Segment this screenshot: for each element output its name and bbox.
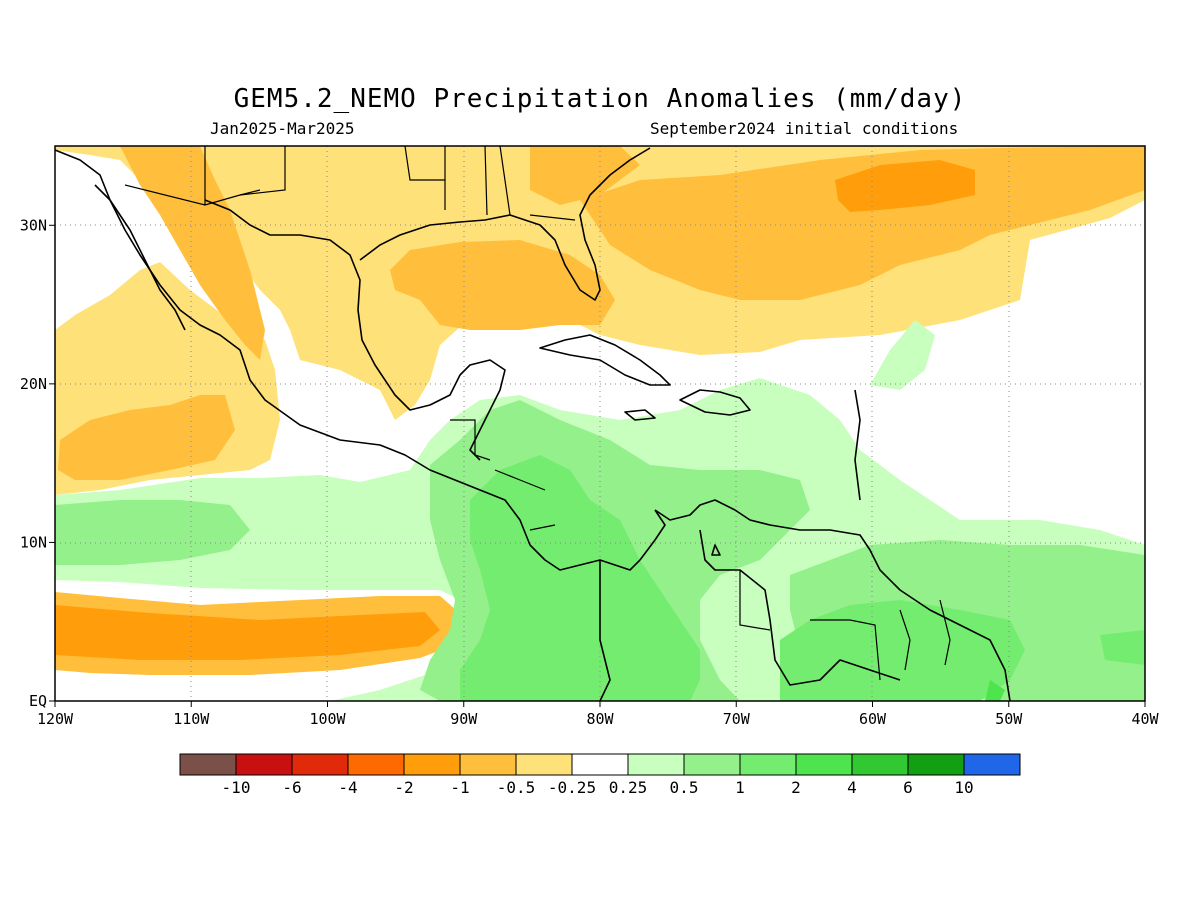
colorbar-label: 0.5 xyxy=(670,778,699,797)
colorbar-label: 0.25 xyxy=(609,778,648,797)
dry-region-equatorial-core xyxy=(55,605,440,660)
wet-region-core xyxy=(460,455,700,701)
lon-tick-label: 110W xyxy=(173,710,210,728)
colorbar-swatch xyxy=(291,753,349,776)
colorbar-label: -6 xyxy=(282,778,301,797)
colorbar-swatch xyxy=(795,753,853,776)
dry-region-mexico-w xyxy=(120,146,265,360)
colorbar-label: -1 xyxy=(450,778,469,797)
colorbar-swatch xyxy=(907,753,965,776)
lat-tick-label: 10N xyxy=(20,533,47,551)
wet-region-medium-w xyxy=(55,500,250,565)
wet-region-light-ne xyxy=(870,320,935,390)
wet-region-core-far-e xyxy=(1100,630,1145,665)
lon-tick-label: 50W xyxy=(995,710,1023,728)
coastlines xyxy=(55,147,1011,701)
lon-tick-label: 70W xyxy=(723,710,751,728)
wet-region-strong xyxy=(985,680,1005,701)
colorbar-label: 2 xyxy=(791,778,801,797)
lat-tick-label: 20N xyxy=(20,375,47,393)
colorbar-label: 6 xyxy=(903,778,913,797)
lat-tick-label: 30N xyxy=(20,216,47,234)
colorbar-label: 1 xyxy=(735,778,745,797)
dry-region-atlantic-core xyxy=(835,160,975,212)
colorbar-swatch xyxy=(235,753,293,776)
colorbar-label: 4 xyxy=(847,778,857,797)
political-borders xyxy=(124,146,951,681)
map-title: GEM5.2_NEMO Precipitation Anomalies (mm/… xyxy=(233,84,967,114)
colorbar-swatch xyxy=(739,753,797,776)
lon-tick-label: 60W xyxy=(859,710,887,728)
shading-layer xyxy=(55,146,1145,701)
colorbar-label: -0.25 xyxy=(548,778,596,797)
colorbar: -10 -6 -4 -2 -1 -0.5 -0.25 0.25 0.5 1 2 4 6 10 xyxy=(179,753,1021,797)
lon-tick-label: 100W xyxy=(309,710,346,728)
colorbar-swatch xyxy=(515,753,573,776)
wet-region-core-e xyxy=(780,600,1025,701)
lon-tick-label: 40W xyxy=(1131,710,1159,728)
dry-region-gulf xyxy=(390,240,615,330)
colorbar-label: -2 xyxy=(394,778,413,797)
lon-tick-label: 120W xyxy=(37,710,74,728)
dry-region-atlantic xyxy=(580,146,1145,300)
lat-tick-label: EQ xyxy=(29,692,47,710)
colorbar-swatch xyxy=(179,753,237,776)
colorbar-swatch xyxy=(571,753,629,776)
graticule xyxy=(55,146,1145,701)
colorbar-label: -10 xyxy=(222,778,251,797)
axis-layer: 120W 110W 100W 90W 80W 70W 60W 50W 40W EQ 10N 20N 30… xyxy=(20,216,1160,728)
colorbar-label: -4 xyxy=(338,778,357,797)
colorbar-swatch xyxy=(347,753,405,776)
period-label: Jan2025-Mar2025 xyxy=(210,119,355,138)
lon-tick-label: 80W xyxy=(586,710,614,728)
init-conditions-label: September2024 initial conditions xyxy=(650,119,959,138)
dry-region-subtropical-n xyxy=(530,146,640,205)
colorbar-swatch xyxy=(403,753,461,776)
colorbar-swatch xyxy=(851,753,909,776)
colorbar-label: -0.5 xyxy=(497,778,536,797)
lon-tick-label: 90W xyxy=(450,710,478,728)
colorbar-swatch xyxy=(459,753,517,776)
colorbar-swatch xyxy=(627,753,685,776)
colorbar-label: 10 xyxy=(954,778,973,797)
colorbar-swatch xyxy=(683,753,741,776)
colorbar-swatch xyxy=(963,753,1021,776)
